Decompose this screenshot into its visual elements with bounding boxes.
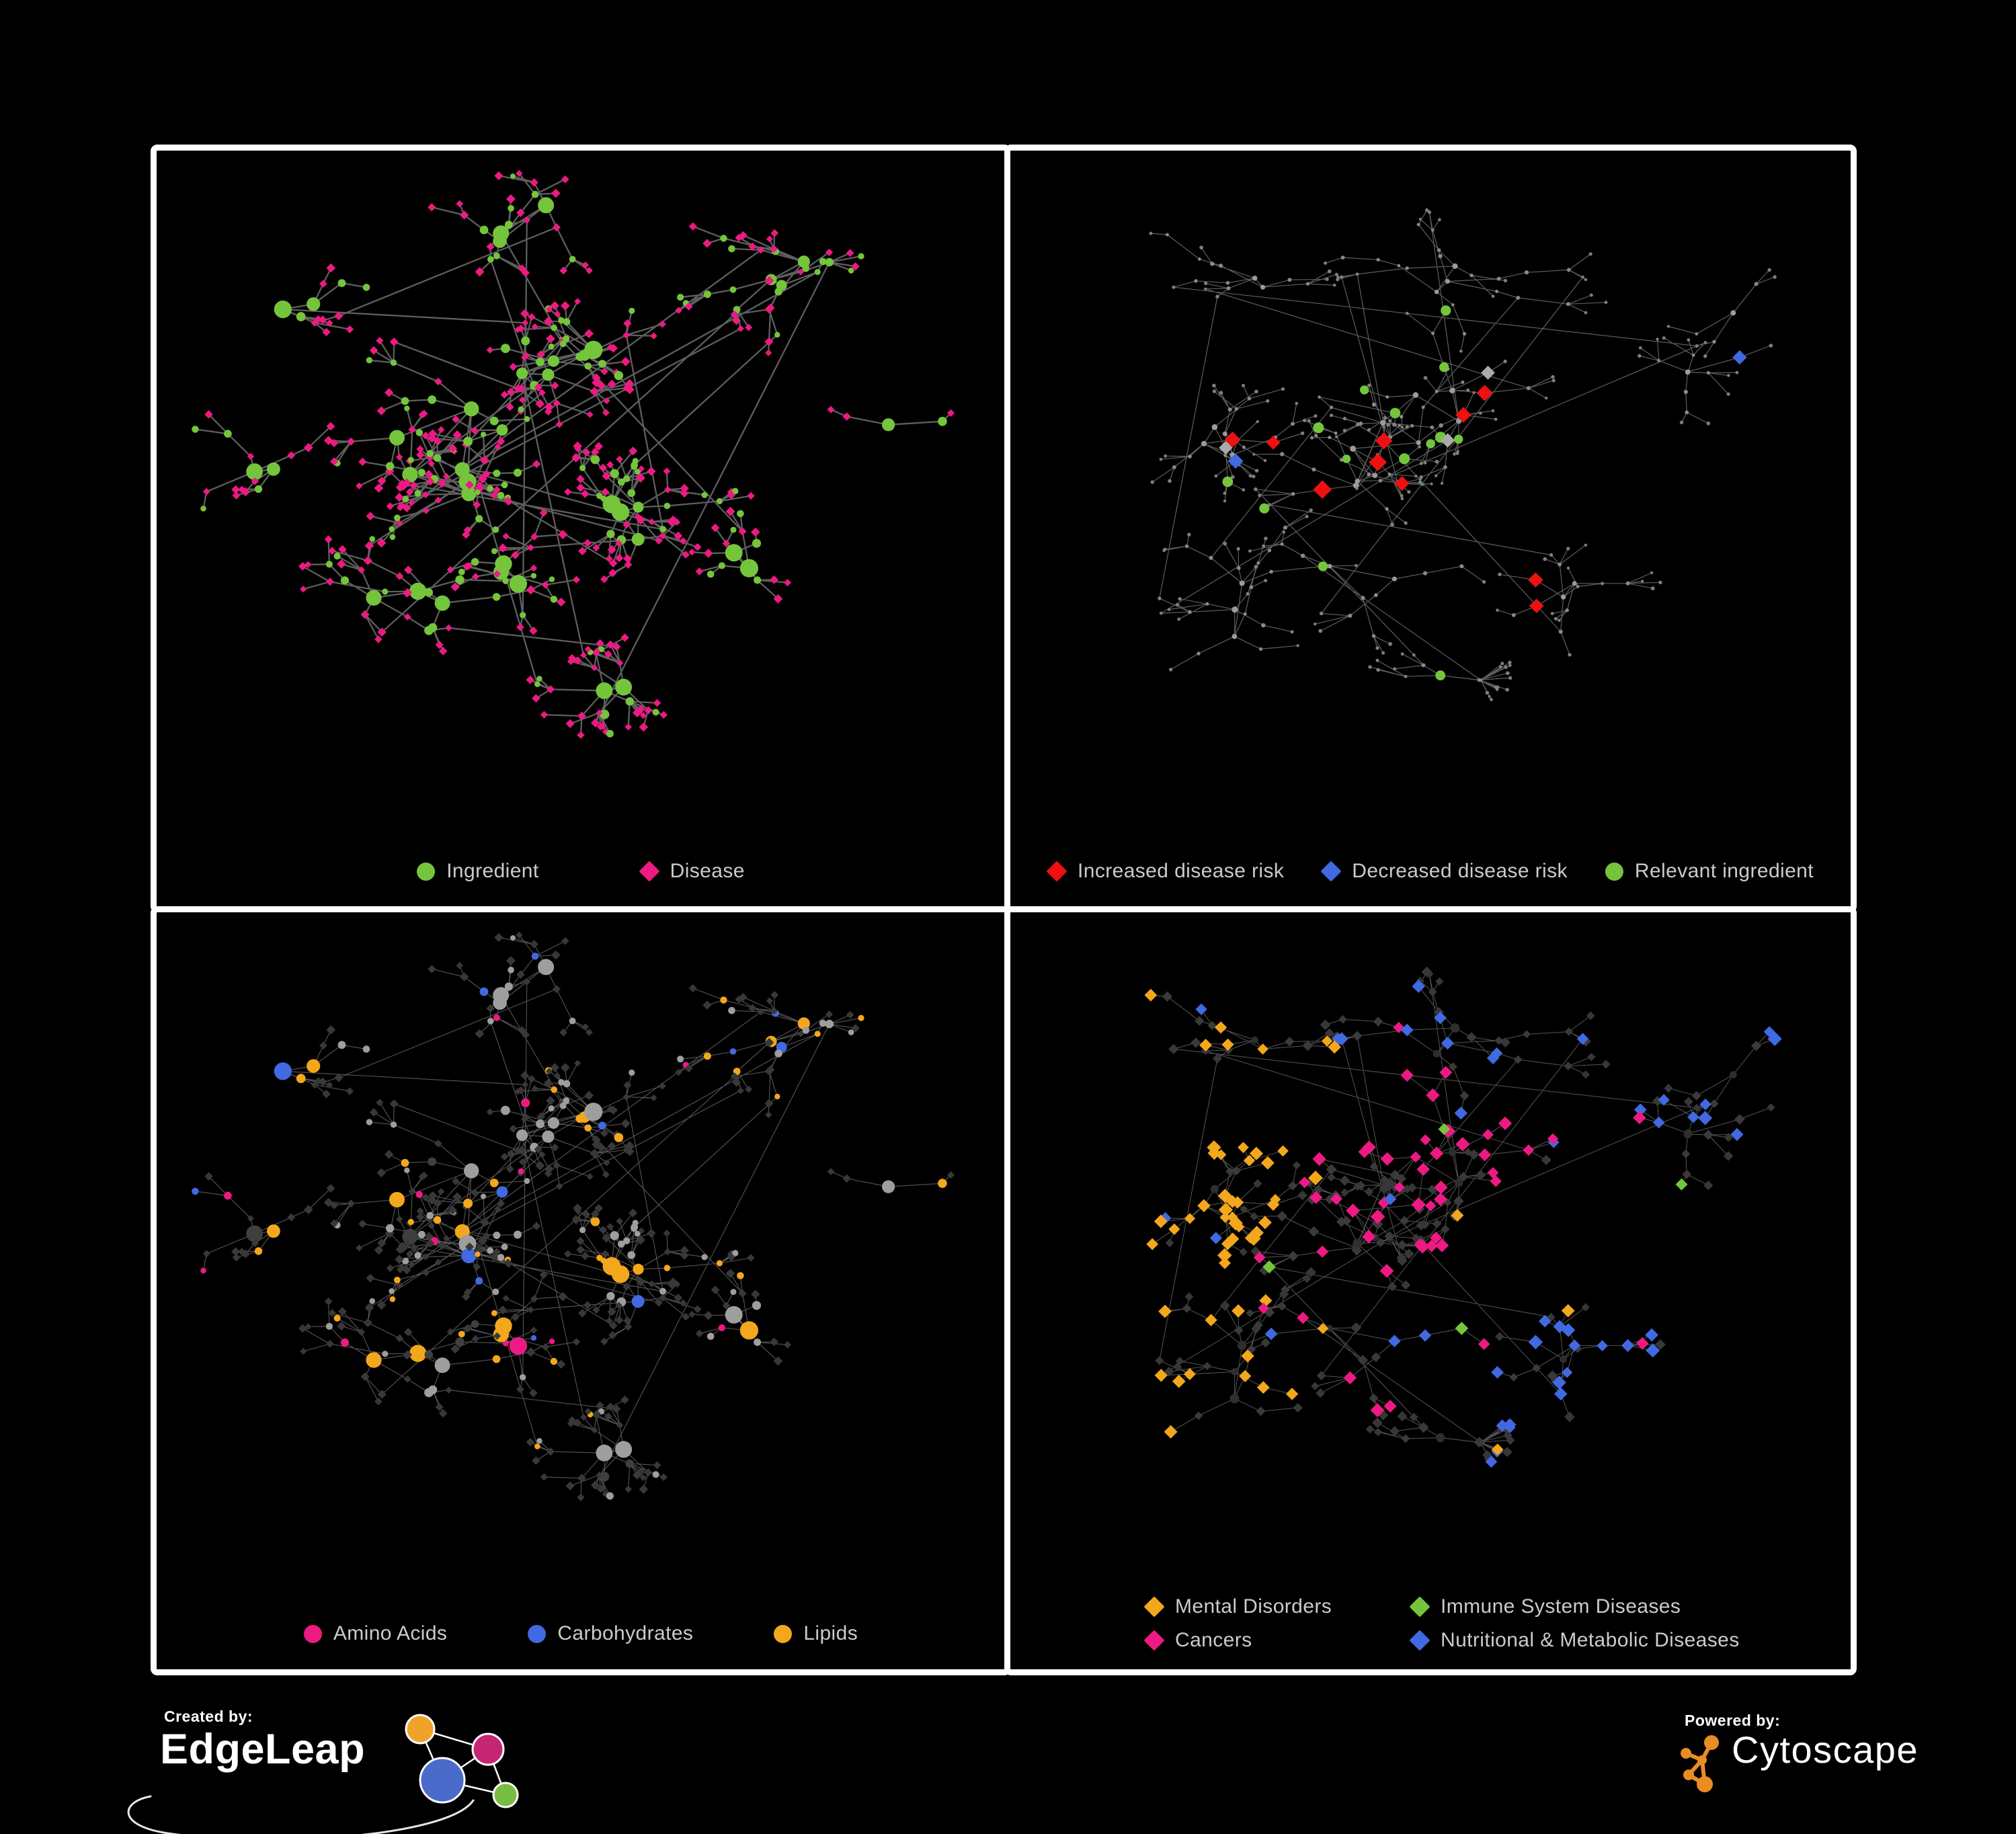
created-by-label: Created by: <box>164 1708 253 1725</box>
panel-disease-categories: Mental Disorders Immune System Diseases Ca… <box>1004 906 1857 1675</box>
circle-marker-icon <box>417 862 436 881</box>
legend-label-carbohydrates: Carbohydrates <box>557 1622 694 1644</box>
circle-marker-icon <box>1605 862 1623 881</box>
cytoscape-credit: Powered by: Cytoscape <box>1678 1705 2001 1799</box>
disease-risk-network-graph <box>1149 208 1777 701</box>
legend-item-amino-acids: Amino Acids <box>303 1622 448 1645</box>
diamond-marker-icon <box>1409 1630 1430 1651</box>
legend-item-ingredient: Ingredient <box>417 860 538 883</box>
cytoscape-logo-icon <box>1681 1735 1719 1792</box>
legend-label-cancers: Cancers <box>1175 1629 1252 1651</box>
legend-ingredient-disease: Ingredient Disease <box>157 860 1005 883</box>
cytoscape-wordmark: Cytoscape <box>1732 1728 1919 1771</box>
powered-by-label: Powered by: <box>1685 1712 1781 1729</box>
legend-item-cancers: Cancers <box>1143 1629 1410 1652</box>
circle-marker-icon <box>303 1624 322 1643</box>
legend-label-decreased-disease-risk: Decreased disease risk <box>1352 860 1568 882</box>
edgeleap-logo-node-orange <box>405 1714 436 1745</box>
legend-item-immune-system-diseases: Immune System Diseases <box>1409 1595 1740 1618</box>
legend-label-increased-disease-risk: Increased disease risk <box>1078 860 1285 882</box>
legend-label-amino-acids: Amino Acids <box>333 1622 448 1644</box>
diamond-marker-icon <box>1143 1630 1165 1651</box>
legend-item-relevant-ingredient: Relevant ingredient <box>1605 860 1814 883</box>
edgeleap-swoosh <box>127 1795 475 1834</box>
legend-item-lipids: Lipids <box>774 1622 858 1645</box>
legend-label-disease: Disease <box>670 860 745 882</box>
diamond-marker-icon <box>1046 861 1067 882</box>
legend-label-relevant-ingredient: Relevant ingredient <box>1634 860 1814 882</box>
legend-item-carbohydrates: Carbohydrates <box>528 1622 693 1645</box>
diamond-marker-icon <box>1143 1596 1165 1618</box>
legend-item-disease: Disease <box>639 860 745 883</box>
diamond-marker-icon <box>1409 1596 1430 1618</box>
diamond-marker-icon <box>1320 861 1342 882</box>
legend-disease-categories: Mental Disorders Immune System Diseases Ca… <box>1143 1595 1740 1652</box>
diamond-marker-icon <box>639 861 660 882</box>
circle-marker-icon <box>774 1624 793 1643</box>
cytoscape-logo-nodes <box>1681 1735 1719 1792</box>
legend-item-increased-disease-risk: Increased disease risk <box>1046 860 1285 883</box>
circle-marker-icon <box>528 1624 547 1643</box>
legend-label-ingredient: Ingredient <box>446 860 539 882</box>
panel-ingredient-disease: Ingredient Disease <box>151 145 1011 913</box>
edgeleap-logo-node-blue <box>419 1757 466 1804</box>
edgeleap-logo-node-green <box>492 1782 519 1808</box>
legend-label-mental-disorders: Mental Disorders <box>1175 1595 1332 1618</box>
edgeleap-credit: Created by: EdgeLeap <box>62 1700 526 1834</box>
legend-item-decreased-disease-risk: Decreased disease risk <box>1320 860 1568 883</box>
ingredient-classes-network-graph <box>192 931 955 1501</box>
legend-label-lipids: Lipids <box>803 1622 858 1644</box>
edgeleap-logo-node-pink <box>471 1732 505 1766</box>
legend-ingredient-classes: Amino Acids Carbohydrates Lipids <box>157 1622 1005 1645</box>
legend-label-immune-system-diseases: Immune System Diseases <box>1441 1595 1681 1618</box>
legend-disease-risk: Increased disease risk Decreased disease … <box>1010 860 1851 883</box>
legend-item-nutritional-metabolic-diseases: Nutritional & Metabolic Diseases <box>1409 1629 1740 1652</box>
panel-ingredient-classes: Amino Acids Carbohydrates Lipids <box>151 906 1011 1675</box>
edgeleap-wordmark: EdgeLeap <box>160 1726 366 1773</box>
legend-item-mental-disorders: Mental Disorders <box>1143 1595 1410 1618</box>
ingredient-disease-network-graph <box>192 169 955 740</box>
disease-categories-network-graph <box>1144 966 1782 1468</box>
legend-label-nutritional-metabolic-diseases: Nutritional & Metabolic Diseases <box>1441 1629 1740 1651</box>
panel-disease-risk: Increased disease risk Decreased disease … <box>1004 145 1857 913</box>
